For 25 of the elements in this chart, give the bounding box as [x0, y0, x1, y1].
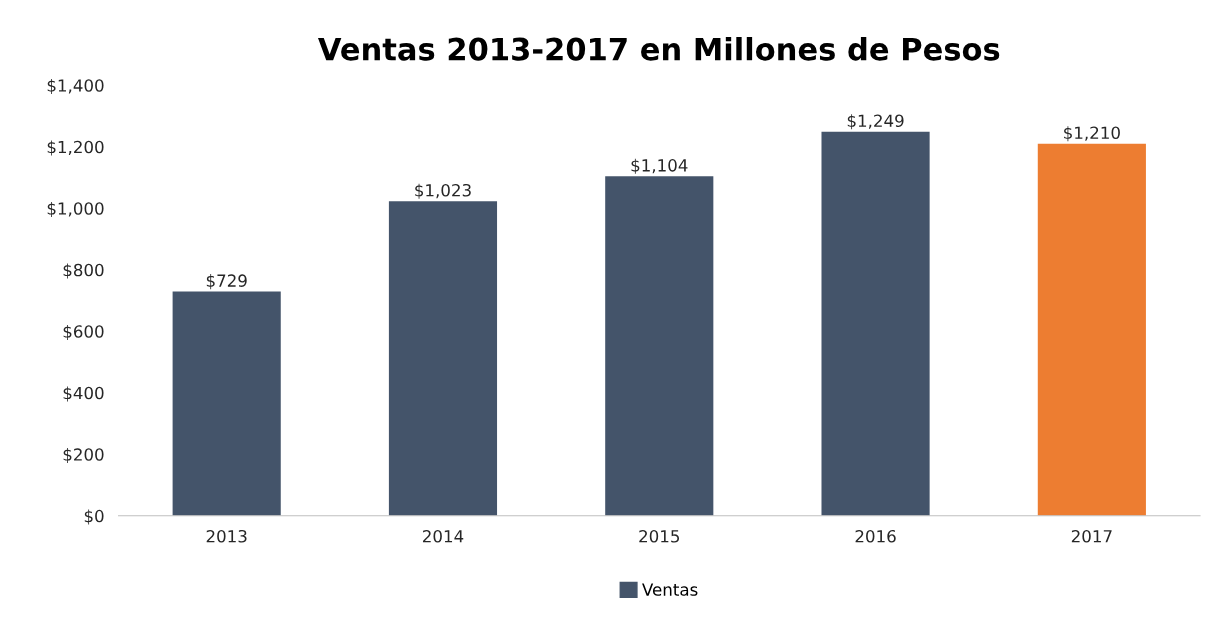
bar: [605, 176, 714, 516]
y-tick-label: $800: [63, 263, 104, 279]
y-tick-label: $1,000: [47, 201, 104, 218]
y-tick-label: $1,400: [47, 78, 104, 95]
bar: [1037, 143, 1146, 516]
bar: [172, 291, 281, 516]
legend-label: Ventas: [642, 583, 698, 596]
data-label: $729: [206, 274, 247, 290]
chart-title: Ventas 2013-2017 en Millones de Pesos: [317, 37, 1000, 61]
y-tick-label: $1,200: [47, 140, 104, 156]
x-tick-label: 2015: [639, 529, 680, 543]
x-tick-label: 2013: [206, 529, 247, 543]
y-tick-label: $600: [63, 324, 104, 341]
bar: [388, 201, 498, 516]
y-tick-label: $0: [84, 509, 104, 525]
x-tick-label: 2016: [855, 529, 896, 543]
data-label: $1,249: [847, 114, 904, 130]
data-label: $1,023: [415, 183, 471, 199]
data-label: $1,210: [1064, 126, 1120, 142]
bar: [821, 131, 930, 516]
x-tick-label: 2017: [1071, 529, 1112, 543]
y-tick-label: $200: [63, 447, 104, 464]
data-label: $1,104: [631, 158, 688, 174]
x-tick-label: 2014: [422, 529, 464, 543]
y-tick-label: $400: [63, 386, 104, 402]
